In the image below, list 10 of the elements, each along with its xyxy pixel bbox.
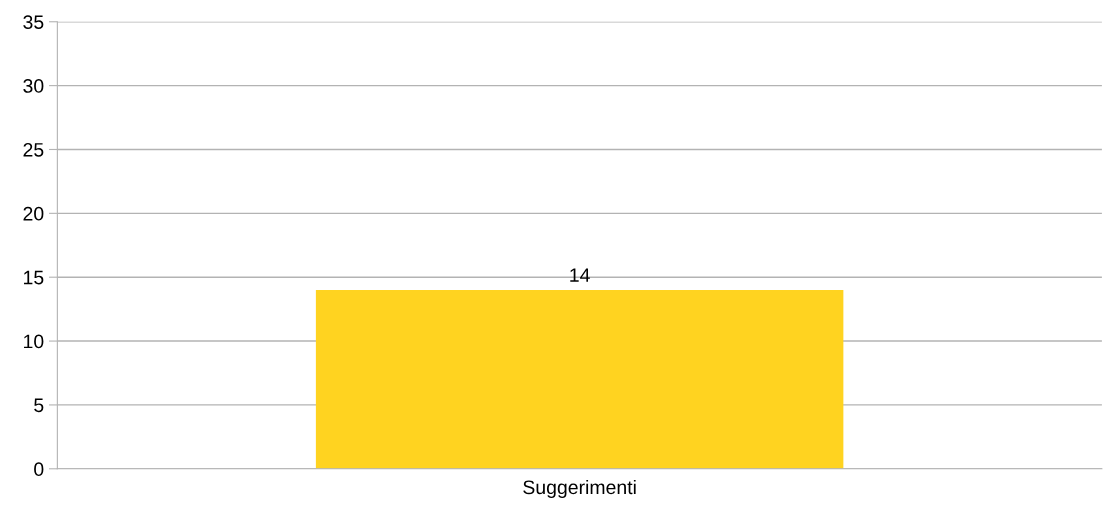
data-label: 14 [570,268,590,282]
y-tick-label: 25 [23,142,44,157]
y-tick-label: 15 [24,270,44,285]
y-tick-label: 10 [24,334,44,349]
y-tick-label: 30 [23,79,44,93]
y-tick-label: 5 [34,398,44,413]
y-tick-label: 20 [23,206,44,221]
y-tick-label: 35 [23,15,44,29]
x-tick-label: Suggerimenti [523,479,636,499]
y-tick-label: 0 [34,462,44,477]
